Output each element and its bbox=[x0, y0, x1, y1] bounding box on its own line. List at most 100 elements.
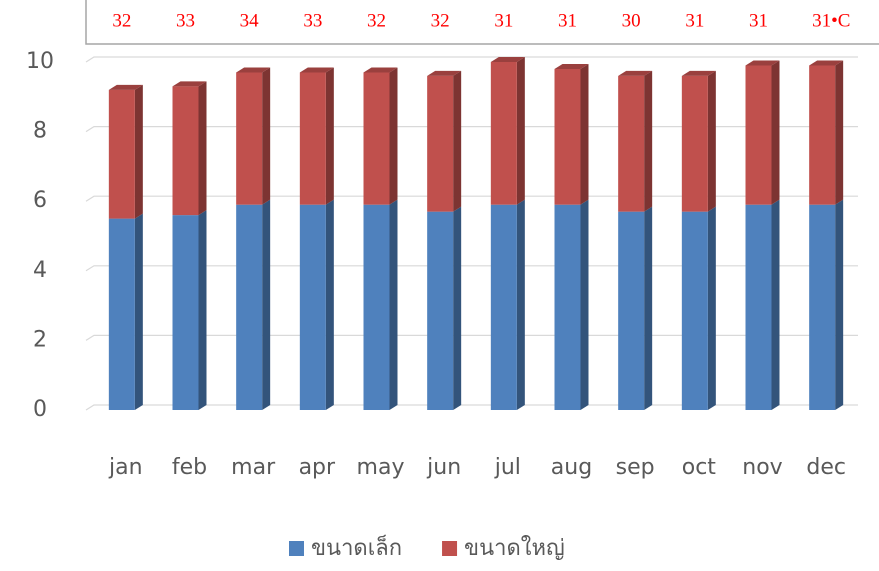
annotation-box bbox=[85, 0, 879, 45]
bar bbox=[427, 211, 454, 410]
y-tick-label: 0 bbox=[33, 397, 47, 422]
bar-side bbox=[389, 199, 398, 410]
annotation: 32 bbox=[112, 10, 131, 31]
bar-side bbox=[644, 206, 653, 410]
bar-top bbox=[809, 60, 844, 66]
annotation: 31 bbox=[494, 10, 513, 31]
grid-line bbox=[85, 125, 858, 133]
bar bbox=[236, 204, 263, 410]
bar-top bbox=[299, 67, 334, 73]
x-tick-label: aug bbox=[551, 455, 592, 480]
grid-line bbox=[85, 334, 858, 341]
bar-top bbox=[618, 70, 653, 76]
x-tick-label: may bbox=[357, 455, 405, 480]
bar bbox=[809, 204, 836, 410]
bar-side bbox=[325, 67, 334, 205]
y-tick-label: 10 bbox=[26, 49, 54, 74]
legend-label: ขนาดเล็ก bbox=[311, 533, 402, 561]
bar-side bbox=[771, 60, 780, 205]
bar bbox=[363, 72, 390, 205]
y-tick-label: 2 bbox=[33, 327, 47, 352]
legend-swatch bbox=[289, 541, 304, 556]
bar-top bbox=[427, 70, 462, 76]
bar-side bbox=[453, 70, 462, 212]
bar bbox=[809, 65, 836, 205]
grid-line bbox=[85, 265, 858, 272]
bar bbox=[299, 72, 326, 205]
bar-side bbox=[771, 199, 780, 410]
x-tick-label: feb bbox=[172, 455, 207, 480]
bar bbox=[236, 72, 263, 205]
bar-side bbox=[134, 84, 143, 219]
bar-side bbox=[262, 199, 271, 410]
x-tick-label: jan bbox=[108, 455, 143, 480]
legend-label: ขนาดใหญ่ bbox=[464, 535, 565, 561]
annotation: 31 bbox=[749, 10, 768, 31]
bar-top bbox=[490, 57, 525, 62]
bar bbox=[490, 204, 517, 410]
bar bbox=[490, 62, 517, 205]
x-tick-label: sep bbox=[616, 455, 655, 480]
bar-side bbox=[198, 81, 207, 216]
bar-top bbox=[681, 70, 716, 76]
y-tick-label: 4 bbox=[33, 258, 47, 283]
bar-side bbox=[835, 199, 844, 410]
bar bbox=[108, 218, 135, 410]
legend-swatch bbox=[442, 541, 458, 556]
annotation: 30 bbox=[622, 10, 641, 31]
annotation: 32 bbox=[367, 10, 386, 31]
x-tick-label: oct bbox=[682, 455, 717, 480]
y-tick-label: 8 bbox=[33, 119, 47, 144]
x-tick-label: jun bbox=[426, 455, 461, 480]
bar-top bbox=[236, 67, 271, 73]
bar-side bbox=[325, 199, 334, 410]
bar bbox=[108, 89, 135, 219]
x-tick-label: nov bbox=[742, 455, 782, 480]
bar-side bbox=[644, 70, 653, 212]
bar-side bbox=[516, 199, 525, 410]
annotation: 31 bbox=[558, 10, 577, 31]
bar-side bbox=[262, 67, 271, 205]
bar bbox=[681, 75, 708, 212]
bar bbox=[618, 75, 645, 212]
bar bbox=[681, 211, 708, 410]
annotation: 31 bbox=[685, 10, 704, 31]
bar bbox=[363, 204, 390, 410]
bar-top bbox=[363, 67, 398, 73]
bar-top bbox=[745, 60, 780, 66]
annotation: 31•C bbox=[812, 10, 850, 31]
bar bbox=[554, 68, 581, 205]
bar-side bbox=[580, 199, 589, 410]
bar-top bbox=[554, 63, 589, 69]
x-tick-label: dec bbox=[806, 455, 846, 480]
bar bbox=[172, 86, 199, 216]
bar-side bbox=[707, 206, 716, 410]
bar bbox=[554, 204, 581, 410]
grid-line bbox=[85, 195, 858, 202]
bar bbox=[427, 75, 454, 212]
bar-side bbox=[453, 206, 462, 410]
bar bbox=[299, 204, 326, 410]
bar-top bbox=[172, 81, 207, 87]
annotation: 33 bbox=[303, 10, 322, 31]
annotation: 32 bbox=[431, 10, 450, 31]
bar bbox=[745, 65, 772, 205]
bar-side bbox=[835, 60, 844, 205]
annotation: 34 bbox=[240, 10, 260, 31]
bar-top bbox=[108, 84, 143, 90]
annotation: 33 bbox=[176, 10, 195, 31]
y-tick-label: 6 bbox=[33, 188, 47, 213]
bar-side bbox=[389, 67, 398, 205]
bar-side bbox=[516, 57, 525, 205]
bar-side bbox=[134, 213, 143, 410]
bar bbox=[745, 204, 772, 410]
grid-line bbox=[85, 56, 858, 63]
bar bbox=[172, 215, 199, 410]
bar-side bbox=[707, 70, 716, 212]
grid-line bbox=[85, 404, 858, 411]
x-tick-label: jul bbox=[494, 455, 521, 480]
bar-side bbox=[198, 210, 207, 410]
x-tick-label: mar bbox=[231, 455, 276, 480]
bar bbox=[618, 211, 645, 410]
